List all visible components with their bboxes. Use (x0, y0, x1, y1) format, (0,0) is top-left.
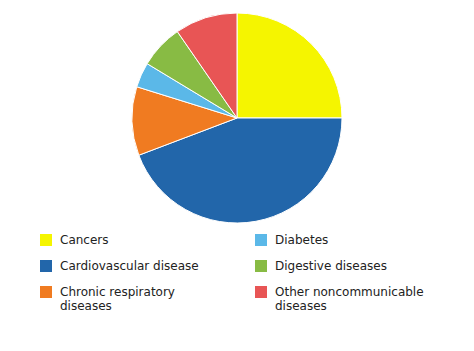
legend-item: Diabetes (255, 233, 328, 247)
legend-swatch (40, 286, 52, 298)
legend-swatch (255, 260, 267, 272)
legend-swatch (40, 234, 52, 246)
legend-swatch (40, 260, 52, 272)
legend-item: Cancers (40, 233, 109, 247)
chart: Cancers Cardiovascular disease Chronic res… (0, 0, 474, 351)
legend-label: Cancers (60, 233, 109, 247)
legend-swatch (255, 286, 267, 298)
legend-item: Digestive diseases (255, 259, 387, 273)
legend-item: Other noncommunicablediseases (255, 285, 424, 313)
legend-item: Cardiovascular disease (40, 259, 199, 273)
legend-label: Cardiovascular disease (60, 259, 199, 273)
legend-item: Chronic respiratorydiseases (40, 285, 175, 313)
legend-label: Diabetes (275, 233, 328, 247)
pie (132, 13, 342, 223)
legend-label: Digestive diseases (275, 259, 387, 273)
legend-swatch (255, 234, 267, 246)
legend: Cancers Cardiovascular disease Chronic res… (40, 233, 424, 313)
legend-label: Other noncommunicablediseases (275, 285, 424, 313)
legend-label: Chronic respiratorydiseases (60, 285, 175, 313)
pie-slice (237, 13, 342, 118)
pie-slice (177, 13, 237, 118)
